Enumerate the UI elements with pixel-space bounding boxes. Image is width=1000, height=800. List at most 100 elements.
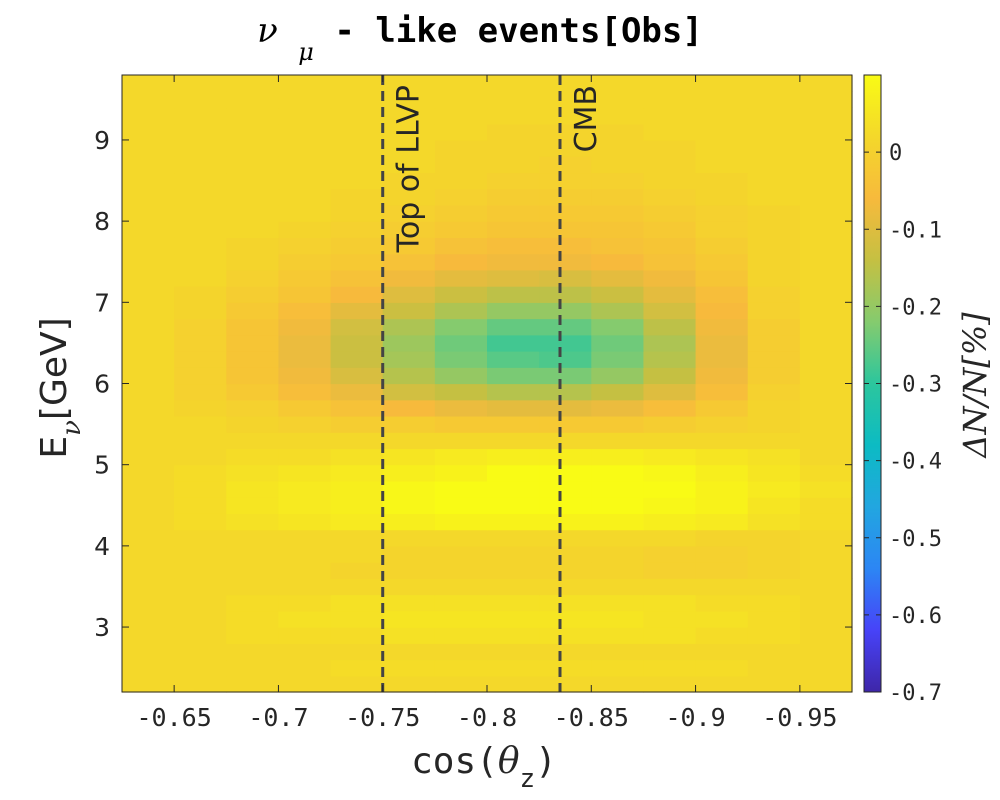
heatmap-cell [643, 529, 697, 547]
heatmap-cell [174, 237, 227, 255]
heatmap-cell [487, 302, 540, 320]
y-tick-label: 3 [94, 613, 110, 642]
heatmap-cell [434, 675, 488, 693]
heatmap-cell [695, 188, 749, 206]
heatmap-cell [278, 188, 332, 206]
heatmap-cell [591, 123, 645, 141]
heatmap-cell [330, 269, 384, 287]
heatmap-cell [695, 269, 749, 287]
heatmap-cell [747, 464, 801, 482]
heatmap-cell [278, 659, 332, 677]
heatmap-cell [226, 594, 280, 612]
heatmap-cell [695, 659, 749, 677]
heatmap-cell [122, 513, 175, 531]
heatmap-cell [174, 383, 227, 401]
heatmap-cell [174, 480, 227, 498]
heatmap-cell [539, 627, 592, 644]
heatmap-cell [434, 562, 488, 579]
heatmap-cell [434, 383, 488, 401]
heatmap-cell [487, 91, 540, 109]
heatmap-cell [643, 221, 697, 238]
heatmap-cell [747, 172, 801, 190]
heatmap-cell [487, 415, 540, 433]
heatmap-cell [747, 107, 801, 125]
heatmap-cell [434, 204, 488, 222]
heatmap-cell [539, 204, 592, 222]
heatmap-cell [434, 107, 488, 125]
heatmap-cell [382, 529, 436, 547]
y-tick-label: 7 [94, 288, 110, 317]
heatmap-cell [330, 286, 384, 303]
heatmap-cell [122, 594, 175, 612]
heatmap-cell [226, 432, 280, 450]
heatmap-cell [487, 545, 540, 563]
heatmap-cell [278, 448, 332, 466]
heatmap-cell [434, 237, 488, 255]
heatmap-cell [799, 351, 853, 368]
heatmap-cell [799, 399, 853, 417]
y-tick-label: 5 [94, 451, 110, 480]
heatmap-cell [799, 480, 853, 498]
heatmap-cell [695, 415, 749, 433]
heatmap-cell [278, 594, 332, 612]
heatmap-cell [434, 221, 488, 238]
heatmap-cell [695, 318, 749, 336]
heatmap-cell [434, 123, 488, 141]
heatmap-cell [382, 448, 436, 466]
heatmap-cell [695, 432, 749, 450]
heatmap-cell [487, 399, 540, 417]
heatmap-cell [539, 578, 592, 596]
heatmap-cell [122, 399, 175, 417]
heatmap-cell [799, 529, 853, 547]
heatmap-cell [278, 123, 332, 141]
heatmap-cell [643, 627, 697, 644]
heatmap-cell [591, 480, 645, 498]
heatmap-cell [278, 513, 332, 531]
heatmap-cell [382, 545, 436, 563]
heatmap-cell [539, 448, 592, 466]
heatmap-cell [174, 464, 227, 482]
heatmap-cell [643, 594, 697, 612]
heatmap-cell [643, 139, 697, 157]
heatmap-cell [487, 513, 540, 531]
heatmap-cell [226, 172, 280, 190]
heatmap-cell [174, 75, 227, 92]
heatmap-cell [330, 545, 384, 563]
heatmap-cell [278, 643, 332, 661]
heatmap-cell [382, 188, 436, 206]
heatmap-cell [122, 253, 175, 271]
heatmap-cell [695, 237, 749, 255]
heatmap-cell [278, 253, 332, 271]
heatmap-cell [643, 302, 697, 320]
heatmap-cell [174, 351, 227, 368]
heatmap-cell [747, 91, 801, 109]
heatmap-cell [382, 156, 436, 174]
heatmap-cell [747, 318, 801, 336]
heatmap-cell [643, 172, 697, 190]
heatmap-cell [539, 156, 592, 174]
heatmap-cell [747, 367, 801, 385]
heatmap-cell [122, 480, 175, 498]
heatmap-cell [487, 643, 540, 661]
heatmap-cell [643, 578, 697, 596]
heatmap-cell [695, 675, 749, 693]
heatmap-cell [122, 448, 175, 466]
heatmap-cell [591, 383, 645, 401]
heatmap-cell [174, 204, 227, 222]
heatmap-cell [278, 399, 332, 417]
heatmap-cell [695, 156, 749, 174]
heatmap-cell [539, 545, 592, 563]
heatmap-cell [122, 237, 175, 255]
heatmap-cell [695, 562, 749, 579]
heatmap-cell [695, 610, 749, 628]
heatmap-cell [747, 610, 801, 628]
heatmap-cell [799, 497, 853, 514]
heatmap-cell [174, 610, 227, 628]
heatmap-cell [799, 562, 853, 579]
heatmap-cell [643, 156, 697, 174]
heatmap-cell [643, 497, 697, 514]
heatmap-cell [695, 367, 749, 385]
heatmap-cell [695, 643, 749, 661]
heatmap-cell [382, 123, 436, 141]
